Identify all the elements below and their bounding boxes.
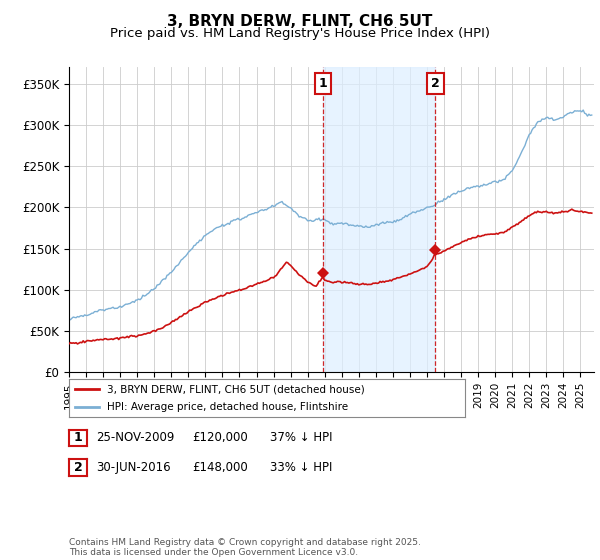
Bar — [323, 67, 436, 372]
Text: 2: 2 — [431, 77, 440, 90]
Text: 30-JUN-2016: 30-JUN-2016 — [96, 461, 170, 474]
Text: 1: 1 — [74, 431, 82, 445]
Text: 2: 2 — [74, 461, 82, 474]
Text: 1: 1 — [319, 77, 328, 90]
Text: HPI: Average price, detached house, Flintshire: HPI: Average price, detached house, Flin… — [107, 402, 348, 412]
Text: £120,000: £120,000 — [192, 431, 248, 445]
Text: 3, BRYN DERW, FLINT, CH6 5UT: 3, BRYN DERW, FLINT, CH6 5UT — [167, 14, 433, 29]
Text: 25-NOV-2009: 25-NOV-2009 — [96, 431, 175, 445]
Text: 33% ↓ HPI: 33% ↓ HPI — [270, 461, 332, 474]
Text: Price paid vs. HM Land Registry's House Price Index (HPI): Price paid vs. HM Land Registry's House … — [110, 27, 490, 40]
Text: Contains HM Land Registry data © Crown copyright and database right 2025.
This d: Contains HM Land Registry data © Crown c… — [69, 538, 421, 557]
Text: 37% ↓ HPI: 37% ↓ HPI — [270, 431, 332, 445]
Text: £148,000: £148,000 — [192, 461, 248, 474]
Text: 3, BRYN DERW, FLINT, CH6 5UT (detached house): 3, BRYN DERW, FLINT, CH6 5UT (detached h… — [107, 384, 364, 394]
